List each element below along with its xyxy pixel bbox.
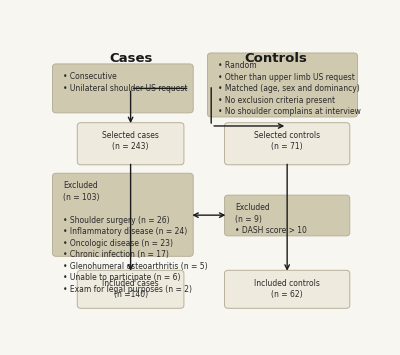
Text: Selected controls
(n = 71): Selected controls (n = 71) bbox=[254, 131, 320, 151]
FancyBboxPatch shape bbox=[224, 195, 350, 236]
Text: Controls: Controls bbox=[245, 52, 308, 65]
Text: Included controls
(n = 62): Included controls (n = 62) bbox=[254, 279, 320, 299]
FancyBboxPatch shape bbox=[224, 123, 350, 165]
FancyBboxPatch shape bbox=[224, 270, 350, 308]
FancyBboxPatch shape bbox=[208, 53, 358, 117]
FancyBboxPatch shape bbox=[52, 64, 193, 113]
FancyBboxPatch shape bbox=[77, 270, 184, 308]
Text: Excluded
(n = 9)
• DASH score > 10: Excluded (n = 9) • DASH score > 10 bbox=[235, 203, 307, 235]
FancyBboxPatch shape bbox=[52, 173, 193, 256]
Text: Selected cases
(n = 243): Selected cases (n = 243) bbox=[102, 131, 159, 151]
Text: • Random
• Other than upper limb US request
• Matched (age, sex and dominancy)
•: • Random • Other than upper limb US requ… bbox=[218, 61, 361, 116]
FancyBboxPatch shape bbox=[77, 123, 184, 165]
Text: Included cases
(n =140): Included cases (n =140) bbox=[102, 279, 159, 299]
Text: Excluded
(n = 103)

• Shoulder surgery (n = 26)
• Inflammatory disease (n = 24)
: Excluded (n = 103) • Shoulder surgery (n… bbox=[63, 181, 208, 294]
Text: Cases: Cases bbox=[109, 52, 152, 65]
Text: • Consecutive
• Unilateral shoulder US request: • Consecutive • Unilateral shoulder US r… bbox=[63, 72, 188, 93]
